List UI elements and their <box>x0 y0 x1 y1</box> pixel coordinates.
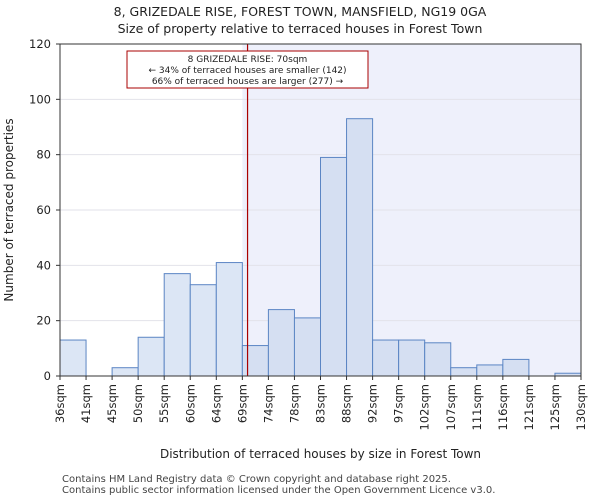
x-tick-label: 121sqm <box>522 384 536 430</box>
histogram-bar-102sqm <box>424 342 452 377</box>
histogram-bar-97sqm <box>398 339 426 377</box>
x-tick-label: 116sqm <box>496 384 510 430</box>
x-tick-label: 50sqm <box>131 384 145 423</box>
histogram-bar-88sqm <box>346 118 374 377</box>
histogram-bar-45sqm <box>111 367 139 377</box>
x-tick-label: 60sqm <box>183 384 197 423</box>
x-tick-label: 64sqm <box>209 384 223 423</box>
y-tick-label: 60 <box>36 203 51 217</box>
histogram-bar-107sqm <box>450 367 478 377</box>
x-tick-label: 55sqm <box>157 384 171 423</box>
chart-title: 8, GRIZEDALE RISE, FOREST TOWN, MANSFIEL… <box>113 4 487 19</box>
footer-copyright: Contains HM Land Registry data © Crown c… <box>62 474 451 485</box>
chart-subtitle: Size of property relative to terraced ho… <box>117 21 483 36</box>
x-tick-label: 45sqm <box>105 384 119 423</box>
histogram-bar-64sqm <box>215 262 243 377</box>
histogram-bar-69sqm <box>241 345 269 377</box>
x-tick-label: 107sqm <box>444 384 458 430</box>
plot-frame <box>59 43 582 377</box>
x-axis-label: Distribution of terraced houses by size … <box>160 447 481 461</box>
histogram-bar-55sqm <box>163 273 191 377</box>
property-annotation: 8 GRIZEDALE RISE: 70sqm ← 34% of terrace… <box>126 50 369 89</box>
y-tick-label: 20 <box>36 314 51 328</box>
x-tick-label: 41sqm <box>79 384 93 423</box>
histogram-bar-83sqm <box>320 156 348 377</box>
annotation-line-3: 66% of terraced houses are larger (277) … <box>152 77 344 87</box>
histogram-bar-78sqm <box>293 317 322 377</box>
x-tick-label: 125sqm <box>548 384 562 430</box>
x-tick-label: 78sqm <box>287 384 301 423</box>
y-tick-label: 80 <box>36 148 51 162</box>
x-tick-label: 36sqm <box>53 384 67 423</box>
histogram-bar-60sqm <box>189 284 217 377</box>
histogram-bar-111sqm <box>476 364 504 377</box>
histogram-bar-74sqm <box>267 309 295 377</box>
x-tick-label: 69sqm <box>235 384 249 423</box>
histogram-bar-36sqm <box>59 339 87 377</box>
x-tick-label: 102sqm <box>418 384 432 430</box>
x-tick-label: 74sqm <box>261 384 275 423</box>
y-tick-label: 100 <box>29 92 51 106</box>
y-tick-label: 0 <box>44 369 51 383</box>
x-tick-label: 83sqm <box>314 384 328 423</box>
y-tick-label: 120 <box>29 37 51 51</box>
histogram-bar-116sqm <box>502 358 530 377</box>
x-tick-label: 88sqm <box>340 384 354 423</box>
annotation-box <box>126 50 369 89</box>
histogram-bar-92sqm <box>372 339 400 377</box>
x-tick-label: 97sqm <box>392 384 406 423</box>
x-tick-label: 130sqm <box>574 384 588 430</box>
histogram-bar-50sqm <box>137 336 165 377</box>
footer-licence: Contains public sector information licen… <box>62 485 496 496</box>
y-tick-label: 40 <box>36 258 51 272</box>
annotation-line-1: 8 GRIZEDALE RISE: 70sqm <box>188 55 308 65</box>
x-tick-label: 92sqm <box>366 384 380 423</box>
annotation-line-2: ← 34% of terraced houses are smaller (14… <box>148 66 346 76</box>
y-axis-label: Number of terraced properties <box>2 118 16 301</box>
x-tick-label: 111sqm <box>470 384 484 430</box>
